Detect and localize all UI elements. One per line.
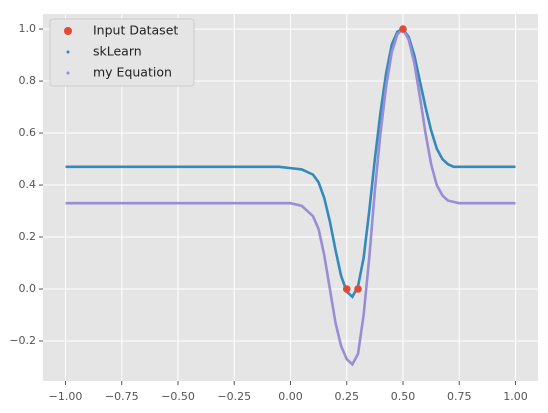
x-tick-label: −0.25: [217, 390, 251, 403]
y-tick-label: 0.8: [19, 74, 37, 87]
x-tick-label: 0.50: [391, 390, 416, 403]
series-line: [65, 27, 516, 299]
x-tick-label: −0.75: [105, 390, 139, 403]
legend-marker: [64, 27, 72, 35]
x-tick-label: 0.00: [278, 390, 303, 403]
x-tick-label: −0.50: [161, 390, 195, 403]
legend-label: Input Dataset: [93, 23, 178, 38]
y-tick-label: 0.4: [19, 178, 37, 191]
data-point: [342, 285, 351, 293]
data-point: [399, 25, 407, 33]
legend-label: my Equation: [93, 65, 172, 80]
data-point: [354, 285, 362, 293]
y-tick-label: 0.6: [19, 126, 37, 139]
x-tick-label: 0.75: [447, 390, 472, 403]
y-tick-label: 0.2: [19, 230, 37, 243]
legend-marker: [66, 50, 70, 54]
y-tick-label: 1.0: [19, 22, 37, 35]
series-line: [65, 26, 516, 367]
x-tick-label: −1.00: [49, 390, 83, 403]
y-tick-label: 0.0: [19, 282, 37, 295]
y-tick-label: −0.2: [9, 334, 36, 347]
legend-marker: [66, 71, 70, 75]
legend-box: [49, 18, 195, 87]
x-tick-label: 0.25: [335, 390, 360, 403]
legend-label: skLearn: [93, 44, 142, 59]
x-tick-label: 1.00: [503, 390, 528, 403]
legend: Input Dataset skLearn my Equation: [49, 18, 195, 87]
